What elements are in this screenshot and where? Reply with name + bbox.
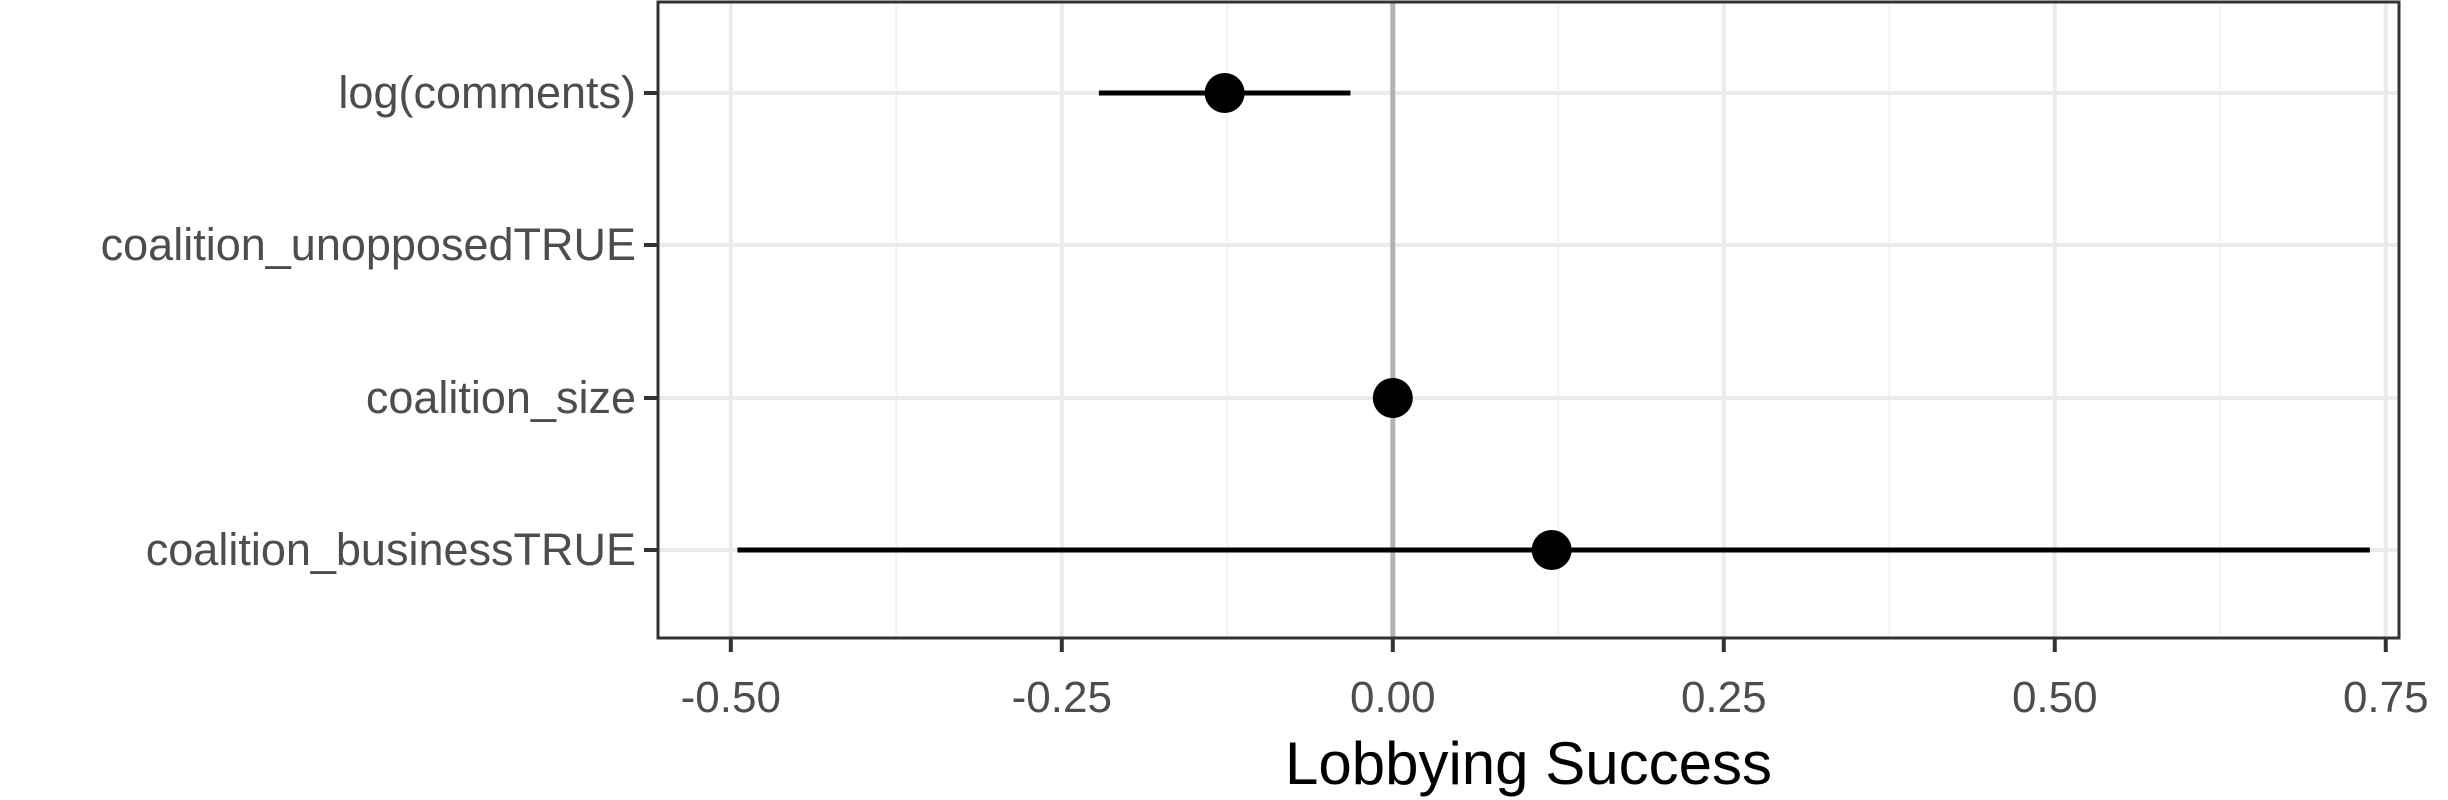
x-tick-label: 0.75 (2343, 673, 2429, 722)
x-tick-label: 0.25 (1681, 673, 1767, 722)
y-tick-label: coalition_unopposedTRUE (101, 219, 636, 270)
x-axis-title: Lobbying Success (1285, 730, 1772, 797)
x-tick-label: -0.50 (681, 673, 781, 722)
estimate-point-0 (1204, 73, 1245, 113)
y-tick-label: log(comments) (338, 67, 636, 118)
marks-layer (737, 73, 2370, 570)
estimate-point-3 (1531, 530, 1572, 570)
estimate-point-2 (1372, 378, 1413, 418)
y-tick-label: coalition_businessTRUE (146, 524, 636, 575)
axis-layer: log(comments) coalition_unopposedTRUEcoal… (101, 67, 2429, 722)
x-tick-label: -0.25 (1012, 673, 1112, 722)
x-tick-label: 0.00 (1350, 673, 1436, 722)
grid-layer (658, 2, 2399, 638)
y-tick-label: coalition_size (366, 372, 636, 423)
panel-border (656, 0, 2401, 640)
x-tick-label: 0.50 (2012, 673, 2098, 722)
